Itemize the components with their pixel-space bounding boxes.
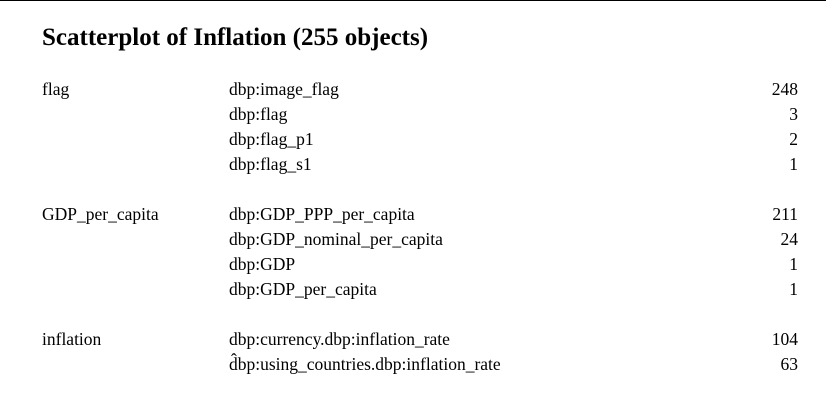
- group-label: flag: [42, 79, 70, 99]
- table-row: d̂bp:using_countries.dbp:inflation_rate …: [42, 352, 798, 377]
- group-inflation: inflation dbp:currency.dbp:inflation_rat…: [42, 327, 798, 377]
- table-row: flag dbp:image_flag 248: [42, 77, 798, 102]
- table-row: dbp:flag 3: [42, 102, 798, 127]
- table-row: dbp:GDP_per_capita 1: [42, 277, 798, 302]
- table-row: GDP_per_capita dbp:GDP_PPP_per_capita 21…: [42, 202, 798, 227]
- group-label: GDP_per_capita: [42, 204, 159, 224]
- group-gdp-per-capita: GDP_per_capita dbp:GDP_PPP_per_capita 21…: [42, 202, 798, 302]
- property-count: 3: [789, 104, 798, 124]
- property-count: 24: [780, 229, 799, 249]
- table-row: dbp:GDP_nominal_per_capita 24: [42, 227, 798, 252]
- property-name: dbp:GDP_PPP_per_capita: [229, 204, 415, 224]
- group-label: inflation: [42, 329, 102, 349]
- property-count: 2: [789, 129, 798, 149]
- table-row: dbp:flag_p1 2: [42, 127, 798, 152]
- property-name: d̂bp:using_countries.dbp:inflation_rate: [229, 354, 501, 374]
- top-rule: [0, 0, 826, 1]
- property-name: dbp:image_flag: [229, 79, 339, 99]
- table-row: inflation dbp:currency.dbp:inflation_rat…: [42, 327, 798, 352]
- property-name: dbp:currency.dbp:inflation_rate: [229, 329, 450, 349]
- group-flag: flag dbp:image_flag 248 dbp:flag 3 dbp:f…: [42, 77, 798, 177]
- property-name: dbp:GDP_nominal_per_capita: [229, 229, 443, 249]
- property-count: 1: [789, 154, 798, 174]
- property-table: flag dbp:image_flag 248 dbp:flag 3 dbp:f…: [42, 77, 798, 377]
- table-row: dbp:GDP 1: [42, 252, 798, 277]
- property-count: 1: [789, 254, 798, 274]
- property-count: 63: [780, 354, 799, 374]
- property-name: dbp:flag: [229, 104, 288, 124]
- property-count: 104: [771, 329, 798, 349]
- property-count: 211: [772, 204, 798, 224]
- property-name: dbp:flag_s1: [229, 154, 312, 174]
- property-name: dbp:flag_p1: [229, 129, 314, 149]
- property-name: dbp:GDP_per_capita: [229, 279, 377, 299]
- property-name: dbp:GDP: [229, 254, 296, 274]
- page-title: Scatterplot of Inflation (255 objects): [42, 24, 429, 51]
- property-count: 1: [789, 279, 798, 299]
- property-count: 248: [771, 79, 798, 99]
- table-row: dbp:flag_s1 1: [42, 152, 798, 177]
